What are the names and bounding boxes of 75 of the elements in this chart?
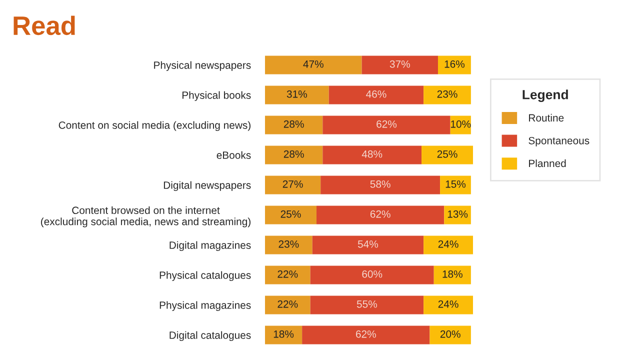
- bar: [430, 326, 471, 344]
- data-label: 46%: [366, 90, 386, 98]
- data-label: 13%: [448, 210, 468, 218]
- bar: [444, 206, 471, 224]
- bar: [328, 86, 424, 104]
- bar: [265, 56, 362, 74]
- y-tick-label: Digital magazines: [170, 241, 251, 251]
- data-label: 62%: [376, 120, 397, 128]
- bar: [265, 86, 329, 104]
- data-label: 22%: [278, 270, 298, 278]
- bar: [265, 176, 321, 194]
- bar: [362, 56, 438, 74]
- data-label: 24%: [438, 240, 458, 248]
- data-label: 22%: [278, 300, 298, 308]
- data-label: 31%: [286, 90, 307, 98]
- data-label: 18%: [442, 270, 462, 278]
- bar: [265, 266, 310, 284]
- data-label: 28%: [284, 120, 304, 128]
- y-tick-label: Physical catalogues: [160, 271, 251, 281]
- bar: [450, 116, 471, 134]
- bar: [424, 86, 471, 104]
- bar: [424, 236, 473, 254]
- y-tick-label: Content on social media (excluding news): [58, 121, 250, 131]
- data-label: 62%: [370, 210, 390, 218]
- bar: [320, 176, 440, 194]
- y-tick-label: Digital catalogues: [170, 331, 251, 341]
- bar: [322, 146, 422, 164]
- y-tick-label: eBooks: [216, 151, 251, 159]
- bar: [434, 266, 471, 284]
- legend-label: Planned: [529, 159, 566, 168]
- data-label: 27%: [282, 180, 303, 188]
- data-label: 47%: [303, 60, 324, 68]
- data-label: 28%: [284, 150, 304, 158]
- y-tick-label: Physical books: [182, 91, 251, 101]
- y-tick-label: Content browsed on the internet (excluding social media, news and streaming): [41, 206, 250, 228]
- data-label: 60%: [362, 270, 382, 278]
- data-label: 10%: [451, 120, 471, 128]
- bar: [422, 146, 473, 164]
- y-tick-label: Physical newspapers: [154, 61, 251, 71]
- bar: [265, 116, 323, 134]
- data-label: 37%: [390, 60, 410, 68]
- data-label: 55%: [356, 300, 377, 308]
- bar: [424, 296, 473, 314]
- bar: [438, 56, 471, 74]
- data-label: 62%: [356, 330, 376, 338]
- data-label: 16%: [444, 60, 465, 68]
- bar: [265, 326, 302, 344]
- data-label: 24%: [438, 300, 458, 308]
- bar: [265, 236, 312, 254]
- legend-label: Routine: [529, 114, 564, 122]
- data-label: 20%: [440, 330, 460, 338]
- data-label: 23%: [278, 240, 299, 248]
- bar: [265, 146, 323, 164]
- legend-label: Spontaneous: [528, 136, 590, 146]
- bar: [312, 236, 424, 254]
- legend-title: Legend: [522, 90, 568, 102]
- data-label: 54%: [358, 240, 378, 248]
- data-label: 23%: [437, 90, 458, 98]
- bar: [322, 116, 450, 134]
- data-label: 18%: [274, 330, 294, 338]
- y-tick-label: Physical magazines: [160, 301, 251, 311]
- data-label: 15%: [446, 180, 466, 188]
- bar: [302, 326, 430, 344]
- y-tick-label: Digital newspapers: [164, 181, 251, 191]
- bar: [316, 206, 444, 224]
- bar: [265, 206, 316, 224]
- bar: [310, 266, 434, 284]
- text: Read: [14, 16, 75, 36]
- bar: [440, 176, 471, 194]
- data-label: 48%: [362, 150, 382, 158]
- data-label: 25%: [437, 150, 458, 158]
- bar: [265, 296, 310, 314]
- data-label: 25%: [280, 210, 301, 218]
- data-label: 58%: [370, 180, 390, 188]
- bar: [310, 296, 424, 314]
